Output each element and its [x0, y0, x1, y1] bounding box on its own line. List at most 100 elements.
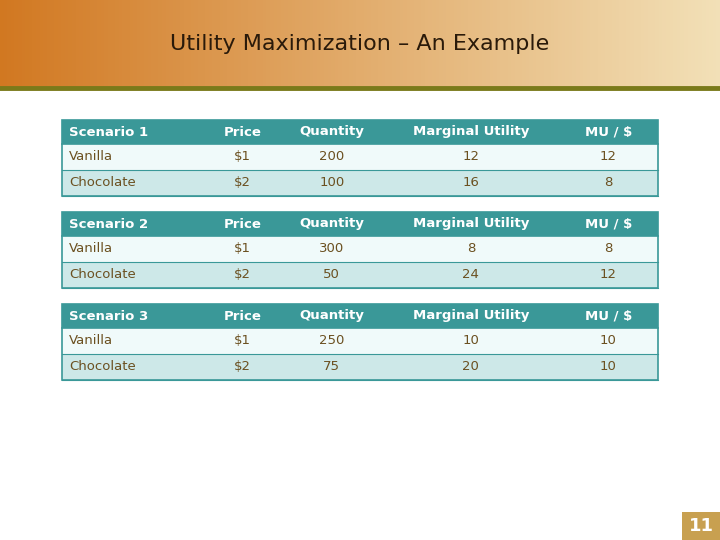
Text: $1: $1	[234, 242, 251, 255]
Bar	[133, 0, 137, 88]
Bar	[428, 0, 432, 88]
Bar	[331, 0, 335, 88]
Bar	[385, 0, 389, 88]
Bar	[281, 0, 284, 88]
Text: $2: $2	[234, 268, 251, 281]
Bar	[198, 0, 202, 88]
Text: 20: 20	[462, 361, 480, 374]
Bar	[0, 0, 4, 88]
Text: 10: 10	[600, 334, 617, 348]
Text: 100: 100	[319, 177, 344, 190]
Bar	[353, 0, 356, 88]
Bar	[94, 0, 97, 88]
Bar	[270, 0, 274, 88]
Bar	[227, 0, 230, 88]
Bar	[623, 0, 626, 88]
Bar	[245, 0, 248, 88]
Bar	[101, 0, 104, 88]
Bar	[601, 0, 605, 88]
Bar	[43, 0, 47, 88]
Bar	[310, 0, 313, 88]
Bar	[306, 0, 310, 88]
Bar	[526, 0, 529, 88]
Text: 300: 300	[319, 242, 344, 255]
Bar	[677, 0, 680, 88]
Bar	[187, 0, 191, 88]
Bar	[288, 0, 292, 88]
Bar	[634, 0, 637, 88]
Text: MU / $: MU / $	[585, 218, 632, 231]
Bar	[241, 0, 245, 88]
Bar	[374, 0, 378, 88]
Text: 8: 8	[604, 177, 613, 190]
Bar	[482, 0, 486, 88]
Text: 200: 200	[319, 151, 344, 164]
Bar	[403, 0, 407, 88]
Bar	[277, 0, 281, 88]
Bar	[421, 0, 425, 88]
Text: Scenario 3: Scenario 3	[69, 309, 148, 322]
Bar	[65, 0, 68, 88]
Bar	[166, 0, 169, 88]
Text: Vanilla: Vanilla	[69, 151, 113, 164]
Bar	[378, 0, 382, 88]
Bar	[583, 0, 587, 88]
Bar	[263, 0, 266, 88]
Bar	[472, 0, 475, 88]
Bar	[162, 0, 166, 88]
Bar	[529, 0, 533, 88]
Bar	[688, 0, 691, 88]
Bar	[468, 0, 472, 88]
Bar	[180, 0, 184, 88]
Bar	[14, 0, 18, 88]
Bar	[644, 0, 648, 88]
Text: Chocolate: Chocolate	[69, 361, 136, 374]
Bar	[346, 0, 349, 88]
Bar	[292, 0, 295, 88]
Text: $2: $2	[234, 177, 251, 190]
Bar	[191, 0, 194, 88]
Bar	[83, 0, 86, 88]
Bar	[126, 0, 130, 88]
Bar	[295, 0, 299, 88]
Bar	[407, 0, 410, 88]
Bar	[436, 0, 439, 88]
Bar	[670, 0, 673, 88]
Text: Price: Price	[223, 218, 261, 231]
Bar	[248, 0, 252, 88]
Bar	[259, 0, 263, 88]
Text: MU / $: MU / $	[585, 309, 632, 322]
Bar	[626, 0, 630, 88]
Bar	[216, 0, 220, 88]
Text: $1: $1	[234, 151, 251, 164]
Bar	[544, 0, 547, 88]
Bar	[680, 0, 684, 88]
Bar	[252, 0, 256, 88]
Bar	[144, 0, 148, 88]
Text: Scenario 1: Scenario 1	[69, 125, 148, 138]
Bar	[518, 0, 522, 88]
Bar	[230, 0, 234, 88]
Bar	[61, 0, 65, 88]
Bar	[464, 0, 468, 88]
Bar	[148, 0, 151, 88]
Bar	[62, 304, 658, 328]
Bar	[580, 0, 583, 88]
Text: Quantity: Quantity	[300, 218, 364, 231]
Bar	[209, 0, 212, 88]
Bar	[511, 0, 515, 88]
Bar	[50, 0, 54, 88]
Bar	[18, 0, 22, 88]
Text: Price: Price	[223, 309, 261, 322]
Bar	[137, 0, 140, 88]
Bar	[317, 0, 320, 88]
Bar	[695, 0, 698, 88]
Text: 12: 12	[462, 151, 480, 164]
Text: 16: 16	[462, 177, 480, 190]
Bar	[533, 0, 536, 88]
Bar	[666, 0, 670, 88]
Bar	[299, 0, 302, 88]
Text: 8: 8	[604, 242, 613, 255]
Text: 250: 250	[319, 334, 345, 348]
Bar	[194, 0, 198, 88]
